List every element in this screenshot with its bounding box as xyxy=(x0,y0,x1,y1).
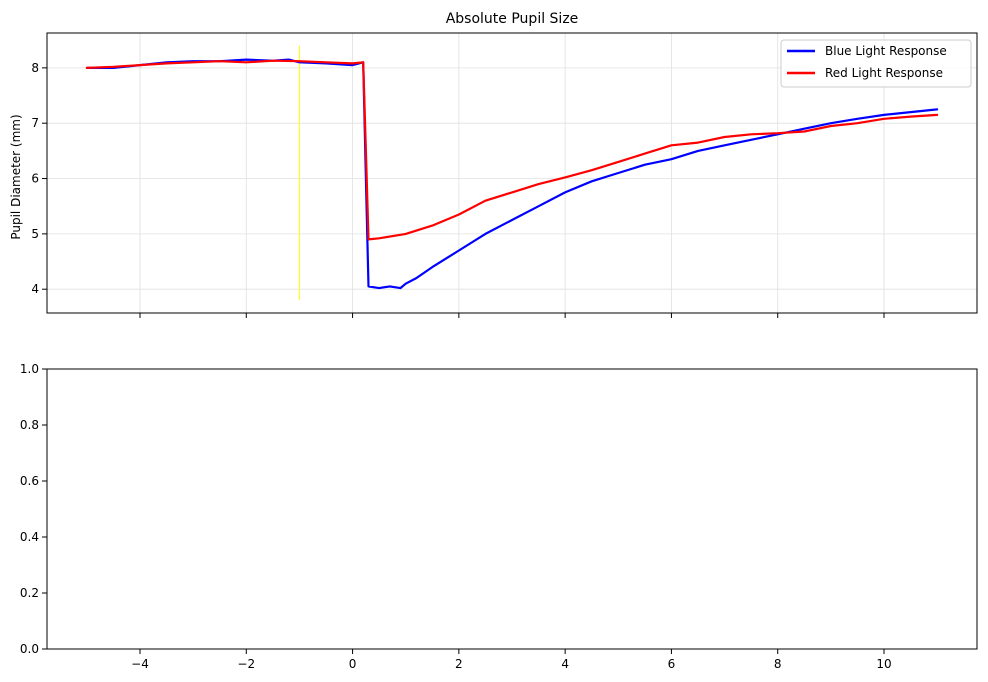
bottom-x-tick-label: 10 xyxy=(876,657,891,671)
legend-label-red: Red Light Response xyxy=(825,66,943,80)
bottom-y-tick-label: 0.2 xyxy=(20,586,39,600)
chart-title: Absolute Pupil Size xyxy=(446,11,579,27)
bottom-axes: −4 −2 0 2 4 6 8 10 0.0 0.2 0.4 0.6 0.8 1.0 xyxy=(20,362,978,671)
top-y-tick-label: 6 xyxy=(31,172,39,186)
series-line-red xyxy=(85,59,939,241)
top-y-tick-label: 5 xyxy=(31,227,39,241)
top-y-ticks: 4 5 6 7 8 xyxy=(31,61,47,296)
top-x-ticks xyxy=(139,313,885,318)
bottom-plot-frame xyxy=(46,368,978,650)
legend-box xyxy=(780,39,972,88)
bottom-y-tick-label: 0.6 xyxy=(20,474,39,488)
bottom-x-ticks: −4 −2 0 2 4 6 8 10 xyxy=(131,649,892,671)
bottom-y-tick-label: 0.0 xyxy=(20,642,39,656)
legend: Blue Light Response Red Light Response xyxy=(780,39,972,88)
bottom-x-tick-label: 0 xyxy=(349,657,357,671)
bottom-x-tick-label: 6 xyxy=(668,657,676,671)
bottom-y-ticks: 0.0 0.2 0.4 0.6 0.8 1.0 xyxy=(20,362,47,656)
top-y-tick-label: 7 xyxy=(31,116,39,130)
bottom-x-tick-label: 8 xyxy=(774,657,782,671)
top-y-tick-label: 4 xyxy=(31,282,39,296)
bottom-x-tick-label: −4 xyxy=(131,657,149,671)
bottom-y-tick-label: 0.8 xyxy=(20,418,39,432)
series-line-blue xyxy=(85,58,939,290)
y-axis-label: Pupil Diameter (mm) xyxy=(9,114,23,239)
bottom-x-tick-label: −2 xyxy=(237,657,255,671)
top-y-tick-label: 8 xyxy=(31,61,39,75)
legend-label-blue: Blue Light Response xyxy=(825,44,947,58)
top-series xyxy=(85,45,939,301)
bottom-x-tick-label: 4 xyxy=(561,657,569,671)
bottom-y-tick-label: 0.4 xyxy=(20,530,39,544)
bottom-y-tick-label: 1.0 xyxy=(20,362,39,376)
bottom-x-tick-label: 2 xyxy=(455,657,463,671)
top-axes: Absolute Pupil Size Pupil Diameter (mm) … xyxy=(9,11,978,318)
top-plot-frame xyxy=(46,32,978,314)
